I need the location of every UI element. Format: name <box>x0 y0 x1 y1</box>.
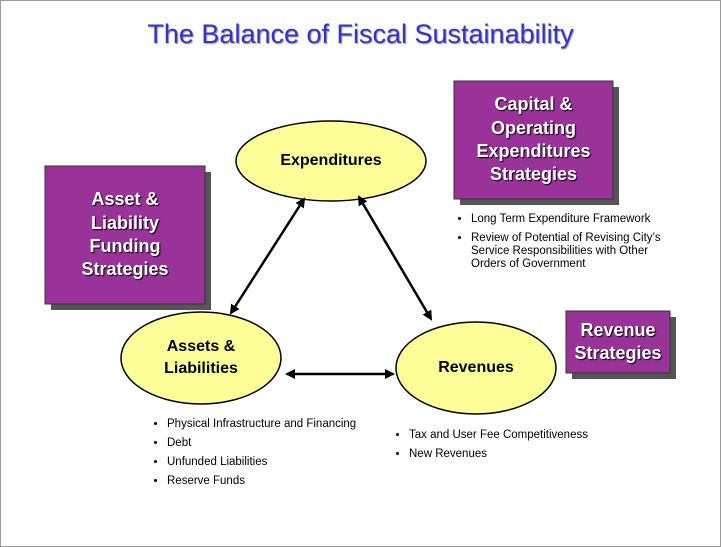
bullet-item: Reserve Funds <box>167 475 357 488</box>
node-ellipse <box>120 311 282 405</box>
strategy-label: Capital & Operating Expenditures Strateg… <box>476 94 591 185</box>
bullet-list: Long Term Expenditure Framework Review o… <box>455 213 686 277</box>
bullet-item: Debt <box>167 437 357 450</box>
bullet-item: Tax and User Fee Competitiveness <box>409 429 659 442</box>
title: The Balance of Fiscal Sustainability <box>147 19 574 49</box>
strategy-box <box>453 80 614 200</box>
arrow <box>229 197 306 315</box>
bullet-item: Long Term Expenditure Framework <box>471 213 686 226</box>
bullet-item: Review of Potential of Revising City’s S… <box>471 232 686 271</box>
strategy-label: Asset & Liability Funding Strategies <box>81 189 169 280</box>
bullet-item: Unfunded Liabilities <box>167 456 357 469</box>
node-ellipse <box>235 120 427 202</box>
node-ellipse <box>395 321 557 415</box>
arrow <box>357 195 433 321</box>
bullet-item: Physical Infrastructure and Financing <box>167 418 357 431</box>
strategy-box <box>44 165 206 305</box>
node-label: Assets & Liabilities <box>164 338 238 377</box>
bullet-list: Tax and User Fee Competitiveness New Rev… <box>393 429 659 467</box>
node-label: Expenditures <box>280 152 382 170</box>
bullet-item: New Revenues <box>409 448 659 461</box>
strategy-box <box>565 310 671 374</box>
bullet-list: Physical Infrastructure and Financing De… <box>151 418 357 494</box>
node-label: Revenues <box>438 359 514 377</box>
strategy-label: Revenue Strategies <box>574 319 662 363</box>
